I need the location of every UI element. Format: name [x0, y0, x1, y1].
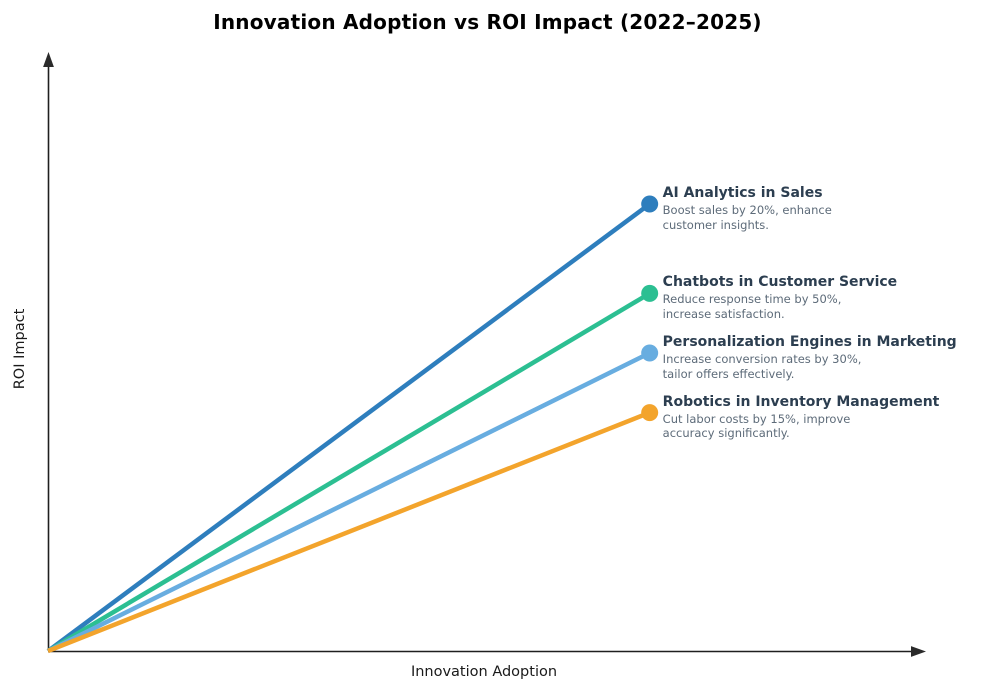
series-endpoint-dot: [641, 404, 659, 422]
series-name: Chatbots in Customer Service: [662, 274, 898, 291]
x-axis-label: Innovation Adoption: [410, 664, 558, 680]
series-layer: [46, 195, 659, 654]
series-endpoint-dot: [641, 344, 659, 362]
series-name: Robotics in Inventory Management: [662, 393, 940, 410]
series-description: Increase conversion rates by 30%, tailor…: [662, 352, 862, 381]
series-annotation: Personalization Engines in Marketing Inc…: [663, 334, 993, 381]
series-description: Boost sales by 20%, enhance customer ins…: [662, 203, 832, 232]
series-annotation: Chatbots in Customer Service Reduce resp…: [663, 274, 993, 321]
series-annotation: AI Analytics in Sales Boost sales by 20%…: [663, 185, 993, 232]
series-line: [47, 350, 651, 654]
y-axis-label: ROI Impact: [12, 308, 28, 390]
series-line: [46, 291, 651, 653]
y-axis-arrow-icon: [43, 52, 54, 67]
series-name: AI Analytics in Sales: [662, 185, 823, 201]
x-axis-arrow-icon: [911, 646, 926, 657]
series-line: [46, 202, 652, 653]
series-line: [47, 410, 651, 654]
series-annotation: Robotics in Inventory Management Cut lab…: [663, 394, 993, 441]
series-name: Personalization Engines in Marketing: [662, 334, 957, 350]
chart-title: Innovation Adoption vs ROI Impact (2022–…: [213, 10, 762, 34]
series-endpoint-dot: [641, 284, 659, 302]
series-description: Cut labor costs by 15%, improve accuracy…: [662, 411, 851, 441]
series-description: Reduce response time by 50%, increase sa…: [662, 292, 842, 321]
series-endpoint-dot: [641, 195, 659, 213]
